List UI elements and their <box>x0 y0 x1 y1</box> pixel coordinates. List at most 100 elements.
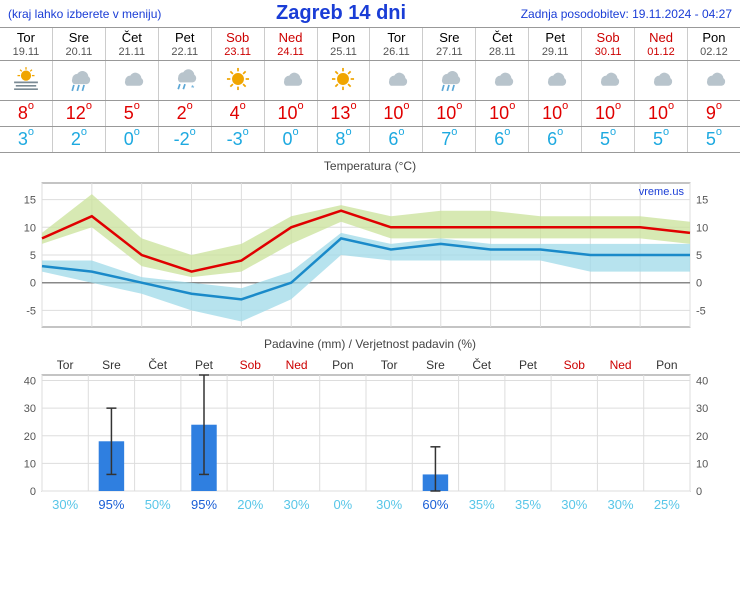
day-header[interactable]: Pet29.11 <box>529 28 582 60</box>
page-title: Zagreb 14 dni <box>276 2 406 25</box>
svg-text:5: 5 <box>30 250 36 262</box>
svg-text:Ned: Ned <box>610 358 632 372</box>
day-header[interactable]: Ned01.12 <box>635 28 688 60</box>
day-of-week: Ned <box>279 30 303 45</box>
temp-chart-section: Temperatura (°C) -5-5005510101515vreme.u… <box>0 153 740 335</box>
svg-text:25%: 25% <box>654 497 680 512</box>
high-temp: 10o <box>582 101 635 126</box>
day-header[interactable]: Pon02.12 <box>688 28 740 60</box>
day-of-week: Čet <box>122 30 142 45</box>
weather-icon <box>265 61 318 100</box>
high-temp: 9o <box>688 101 740 126</box>
svg-text:Tor: Tor <box>381 358 398 372</box>
location-hint[interactable]: (kraj lahko izberete v meniju) <box>8 7 161 21</box>
svg-text:Čet: Čet <box>472 357 491 372</box>
svg-text:30%: 30% <box>561 497 587 512</box>
day-header[interactable]: Sob23.11 <box>212 28 265 60</box>
weather-icon <box>318 61 371 100</box>
low-temp: 6o <box>370 127 423 152</box>
svg-text:Sob: Sob <box>240 358 262 372</box>
svg-text:Pon: Pon <box>656 358 677 372</box>
precip-chart-title: Padavine (mm) / Verjetnost padavin (%) <box>6 337 734 351</box>
svg-text:50%: 50% <box>145 497 171 512</box>
high-temp: 10o <box>635 101 688 126</box>
day-header[interactable]: Sre27.11 <box>423 28 476 60</box>
day-of-week: Ned <box>649 30 673 45</box>
weather-icon-row: * <box>0 61 740 101</box>
day-of-week: Sob <box>226 30 249 45</box>
date: 26.11 <box>370 46 422 58</box>
svg-text:Ned: Ned <box>286 358 308 372</box>
svg-text:*: * <box>191 83 195 93</box>
svg-text:0: 0 <box>696 278 702 290</box>
svg-text:40: 40 <box>696 376 708 388</box>
svg-text:20: 20 <box>696 431 708 443</box>
day-header[interactable]: Tor19.11 <box>0 28 53 60</box>
high-temp: 4o <box>212 101 265 126</box>
date: 25.11 <box>318 46 370 58</box>
day-header[interactable]: Pon25.11 <box>318 28 371 60</box>
svg-text:vreme.us: vreme.us <box>639 186 685 198</box>
day-header[interactable]: Sre20.11 <box>53 28 106 60</box>
header-bar: (kraj lahko izberete v meniju) Zagreb 14… <box>0 0 740 28</box>
weather-icon <box>0 61 53 100</box>
date: 28.11 <box>476 46 528 58</box>
day-of-week: Sob <box>597 30 620 45</box>
svg-text:5: 5 <box>696 250 702 262</box>
svg-text:0: 0 <box>30 278 36 290</box>
date: 20.11 <box>53 46 105 58</box>
weather-icon <box>582 61 635 100</box>
low-temp: 5o <box>635 127 688 152</box>
svg-text:Sre: Sre <box>426 358 445 372</box>
day-of-week: Sre <box>69 30 89 45</box>
svg-text:60%: 60% <box>422 497 448 512</box>
svg-text:20: 20 <box>24 431 36 443</box>
high-temp: 10o <box>476 101 529 126</box>
precip-chart-section: Padavine (mm) / Verjetnost padavin (%) 0… <box>0 335 740 513</box>
date: 24.11 <box>265 46 317 58</box>
svg-text:15: 15 <box>24 195 36 207</box>
day-header[interactable]: Tor26.11 <box>370 28 423 60</box>
date: 01.12 <box>635 46 687 58</box>
day-header[interactable]: Ned24.11 <box>265 28 318 60</box>
day-header[interactable]: Pet22.11 <box>159 28 212 60</box>
high-temp: 13o <box>318 101 371 126</box>
last-update: Zadnja posodobitev: 19.11.2024 - 04:27 <box>521 7 732 21</box>
low-temp: 7o <box>423 127 476 152</box>
day-header[interactable]: Čet21.11 <box>106 28 159 60</box>
weather-icon <box>370 61 423 100</box>
low-temp: 0o <box>106 127 159 152</box>
svg-text:-5: -5 <box>26 305 36 317</box>
day-header[interactable]: Sob30.11 <box>582 28 635 60</box>
svg-text:-5: -5 <box>696 305 706 317</box>
precip-chart: 001010202030304040TorSreČetPetSobNedPonT… <box>6 353 726 513</box>
svg-text:20%: 20% <box>237 497 263 512</box>
day-of-week: Pet <box>175 30 195 45</box>
day-header-row: Tor19.11Sre20.11Čet21.11Pet22.11Sob23.11… <box>0 28 740 61</box>
svg-text:30: 30 <box>696 403 708 415</box>
weather-icon <box>529 61 582 100</box>
day-header[interactable]: Čet28.11 <box>476 28 529 60</box>
weather-icon <box>635 61 688 100</box>
svg-text:35%: 35% <box>469 497 495 512</box>
high-temp: 8o <box>0 101 53 126</box>
svg-text:15: 15 <box>696 195 708 207</box>
low-temp: 6o <box>476 127 529 152</box>
svg-text:Sre: Sre <box>102 358 121 372</box>
low-temp: -3o <box>212 127 265 152</box>
temp-chart-title: Temperatura (°C) <box>6 159 734 173</box>
svg-text:30%: 30% <box>52 497 78 512</box>
weather-icon <box>212 61 265 100</box>
svg-text:Čet: Čet <box>148 357 167 372</box>
low-temp: 2o <box>53 127 106 152</box>
high-temp: 2o <box>159 101 212 126</box>
svg-text:0%: 0% <box>333 497 352 512</box>
low-temp: 5o <box>582 127 635 152</box>
high-temp: 10o <box>423 101 476 126</box>
svg-text:0: 0 <box>30 486 36 498</box>
weather-icon <box>688 61 740 100</box>
high-temp: 10o <box>265 101 318 126</box>
high-temp: 12o <box>53 101 106 126</box>
svg-text:35%: 35% <box>515 497 541 512</box>
day-of-week: Sre <box>439 30 459 45</box>
